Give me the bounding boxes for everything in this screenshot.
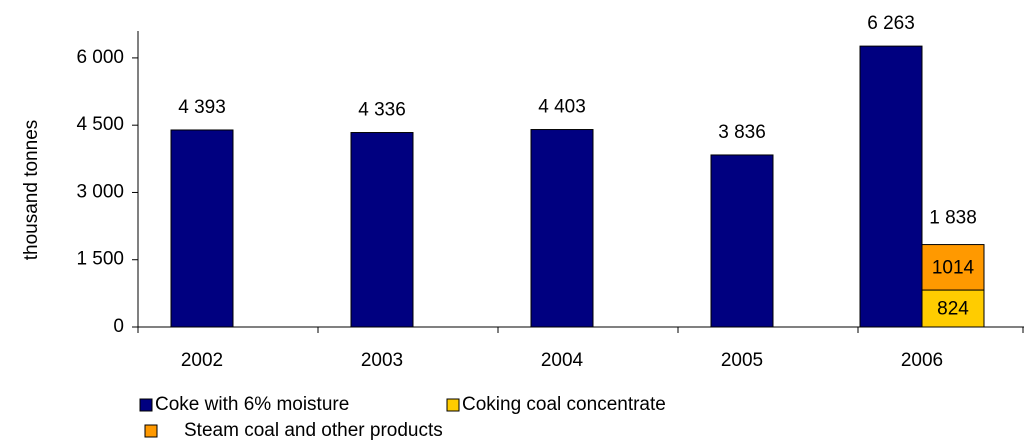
value-label: 4 336 (358, 100, 406, 121)
value-label: 824 (937, 299, 969, 320)
value-label: 6 263 (867, 13, 915, 34)
x-tick-label: 2006 (901, 350, 943, 371)
stack-total-label: 1 838 (929, 208, 977, 229)
y-tick-label: 3 000 (76, 181, 124, 202)
y-tick-label: 6 000 (76, 47, 124, 68)
bar (710, 154, 774, 328)
legend-label: Coking coal concentrate (462, 394, 666, 415)
bar (921, 244, 985, 291)
legend-label: Coke with 6% moisture (155, 394, 349, 415)
legend-swatch (144, 424, 158, 438)
x-tick-label: 2002 (181, 350, 223, 371)
y-tick-label: 0 (113, 316, 124, 337)
value-label: 1014 (932, 257, 975, 278)
bar (859, 45, 923, 328)
legend-swatch (139, 398, 153, 412)
bar (350, 132, 414, 328)
bar (921, 289, 985, 328)
bar (530, 129, 594, 328)
y-tick-label: 4 500 (76, 114, 124, 135)
x-tick-label: 2003 (361, 350, 403, 371)
value-label: 4 403 (538, 97, 586, 118)
y-axis-title: thousand tonnes (21, 120, 42, 261)
x-tick-label: 2005 (721, 350, 763, 371)
value-label: 4 393 (178, 97, 226, 118)
value-label: 3 836 (718, 122, 766, 143)
legend-swatch (446, 398, 460, 412)
x-tick-label: 2004 (541, 350, 584, 371)
y-tick-label: 1 500 (76, 249, 124, 270)
bar (170, 129, 234, 328)
legend-label: Steam coal and other products (184, 420, 443, 441)
